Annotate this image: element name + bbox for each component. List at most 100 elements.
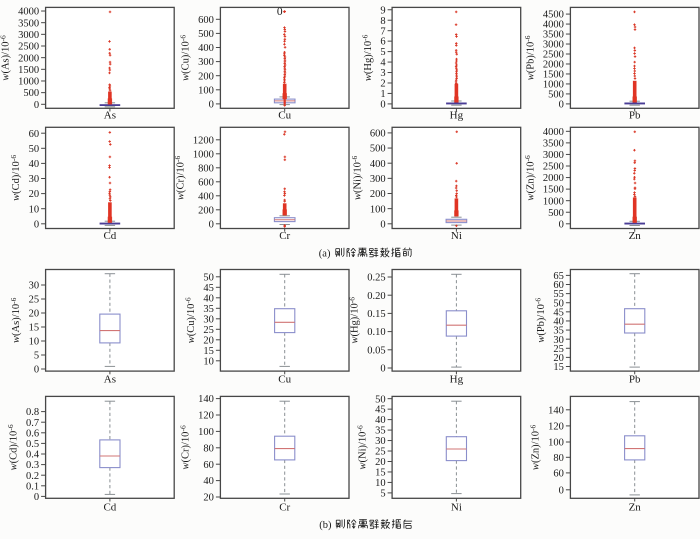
svg-text:0.20: 0.20 [367,291,385,302]
svg-text:1000: 1000 [543,196,564,207]
svg-text:w(Cr)/10-6: w(Cr)/10-6 [179,425,192,469]
svg-text:w(Cr)/10-6: w(Cr)/10-6 [173,156,186,200]
svg-text:120: 120 [198,411,214,422]
svg-text:0: 0 [559,100,564,111]
svg-text:3: 3 [380,68,385,79]
svg-text:60: 60 [553,469,564,480]
svg-text:1500: 1500 [18,65,39,76]
svg-text:40: 40 [203,476,214,487]
svg-text:Pb: Pb [629,110,641,122]
svg-text:0.2: 0.2 [26,471,39,482]
svg-text:500: 500 [370,144,386,155]
svg-text:1000: 1000 [18,77,39,88]
svg-text:20: 20 [29,309,40,320]
svg-text:1500: 1500 [543,70,564,81]
svg-text:Ni: Ni [451,230,462,242]
svg-text:3000: 3000 [18,30,39,41]
svg-text:w(As)/10-6: w(As)/10-6 [0,35,12,81]
svg-text:2: 2 [380,79,385,90]
svg-text:0.10: 0.10 [367,327,385,338]
svg-text:3500: 3500 [543,138,564,149]
svg-text:500: 500 [198,29,214,40]
svg-text:As: As [104,110,116,122]
svg-text:60: 60 [203,460,214,471]
svg-text:2500: 2500 [543,162,564,173]
svg-text:600: 600 [370,129,386,140]
svg-text:Cd: Cd [103,230,116,242]
svg-text:50: 50 [375,394,386,405]
svg-text:w(Cu)/10-6: w(Cu)/10-6 [179,35,192,81]
svg-text:Hg: Hg [450,374,464,386]
svg-text:3500: 3500 [543,30,564,41]
svg-text:5: 5 [34,351,39,362]
svg-text:Hg: Hg [450,110,464,122]
svg-text:0.1: 0.1 [26,481,39,492]
svg-text:3500: 3500 [18,18,39,29]
svg-text:4000: 4000 [543,20,564,31]
svg-text:9: 9 [380,5,385,16]
svg-text:30: 30 [203,314,214,325]
svg-text:200: 200 [198,205,214,216]
svg-text:0: 0 [380,219,385,230]
svg-text:1000: 1000 [543,80,564,91]
svg-text:0: 0 [34,219,39,230]
svg-text:0.4: 0.4 [26,450,40,461]
svg-text:2000: 2000 [543,60,564,71]
svg-text:25: 25 [203,325,214,336]
svg-text:1: 1 [380,89,385,100]
svg-text:30: 30 [29,174,40,185]
svg-text:2500: 2500 [18,42,39,53]
svg-text:0: 0 [380,100,385,111]
svg-text:Cu: Cu [278,374,291,386]
svg-text:2000: 2000 [18,53,39,64]
svg-text:15: 15 [375,468,386,479]
svg-text:1000: 1000 [193,149,214,160]
svg-text:8: 8 [380,16,385,27]
svg-text:0: 0 [380,364,385,375]
svg-text:w(Cd)/10-6: w(Cd)/10-6 [6,424,19,470]
svg-text:Cr: Cr [279,230,290,242]
svg-text:45: 45 [375,405,386,416]
svg-text:100: 100 [370,204,386,215]
svg-text:500: 500 [548,208,564,219]
svg-text:20: 20 [375,457,386,468]
svg-text:Zn: Zn [629,502,642,514]
svg-text:0: 0 [209,219,214,230]
svg-text:100: 100 [198,427,214,438]
svg-text:200: 200 [198,71,214,82]
svg-text:Cu: Cu [278,110,291,122]
svg-text:300: 300 [370,174,386,185]
svg-text:20: 20 [203,335,214,346]
svg-text:w(Zn)/10-6: w(Zn)/10-6 [528,424,541,470]
svg-text:30: 30 [375,436,386,447]
svg-text:10: 10 [29,204,40,215]
svg-text:4: 4 [380,58,386,69]
svg-text:Cd: Cd [103,502,116,514]
svg-text:w(Ni)/10-6: w(Ni)/10-6 [355,425,368,469]
svg-text:65: 65 [553,271,564,282]
svg-text:0.8: 0.8 [26,407,39,418]
svg-text:600: 600 [198,177,214,188]
svg-text:w(Pb)/10-6: w(Pb)/10-6 [523,35,536,80]
svg-text:0.6: 0.6 [26,428,39,439]
svg-text:4000: 4000 [543,127,564,138]
svg-text:As: As [104,374,116,386]
svg-text:30: 30 [29,281,40,292]
svg-text:2000: 2000 [543,173,564,184]
svg-text:1500: 1500 [543,185,564,196]
svg-text:w(Hg)/10-6: w(Hg)/10-6 [347,297,360,344]
svg-text:w(Zn)/10-6: w(Zn)/10-6 [523,155,536,201]
svg-text:50: 50 [29,144,40,155]
svg-text:w(Cu)/10-6: w(Cu)/10-6 [184,297,197,343]
svg-text:10: 10 [375,478,386,489]
svg-text:0.7: 0.7 [26,418,39,429]
svg-text:40: 40 [29,159,40,170]
svg-text:0.05: 0.05 [367,345,385,356]
svg-text:5: 5 [380,47,385,58]
svg-text:200: 200 [370,189,386,200]
svg-text:400: 400 [370,159,386,170]
svg-text:35: 35 [203,304,214,315]
svg-text:Cr: Cr [279,502,290,514]
svg-text:40: 40 [203,293,214,304]
svg-text:w(Hg)/10-6: w(Hg)/10-6 [361,34,374,81]
